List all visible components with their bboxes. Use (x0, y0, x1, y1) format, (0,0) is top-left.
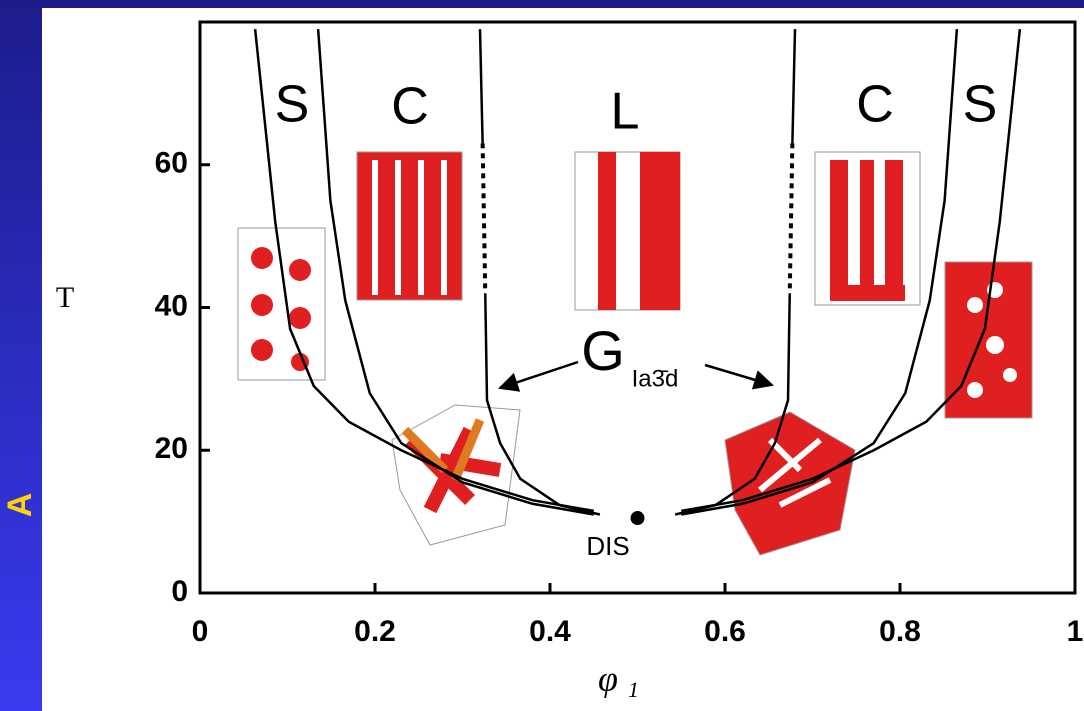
x-axis-label: φ (598, 658, 618, 698)
phase-boundary (484, 293, 601, 516)
side-label: A (1, 493, 39, 518)
x-tick-label: 0.6 (704, 615, 746, 648)
phase-boundary (681, 29, 959, 516)
figure-area (42, 8, 1084, 711)
critical-point (630, 511, 645, 526)
phase-label: DIS (586, 531, 629, 561)
phase-boundary (316, 29, 594, 516)
phase-boundary (787, 143, 795, 294)
arrow (498, 360, 579, 392)
y-tick-label: 60 (155, 147, 188, 180)
inset-lamellae (574, 151, 681, 311)
phase-boundary (791, 29, 797, 144)
phase-label: C (856, 76, 894, 134)
y-tick-label: 0 (171, 575, 188, 608)
phase-label: Ia3̄d (632, 365, 679, 392)
phase-label: L (611, 83, 640, 141)
phase-boundary (253, 29, 594, 513)
phase-boundary (480, 143, 488, 294)
phase-boundary (681, 29, 1022, 513)
x-tick-label: 0.8 (879, 615, 921, 648)
inset-cylinders-left (356, 151, 463, 301)
x-tick-label: 0 (192, 615, 209, 648)
inset-gyroid-right (724, 411, 856, 556)
x-tick-label: 1 (1067, 615, 1084, 648)
x-tick-label: 0.4 (529, 615, 571, 648)
phase-label: C (391, 78, 429, 136)
phase-boundary (674, 293, 791, 516)
inset-cylinders-right (814, 151, 921, 306)
inset-spheres-right (944, 261, 1033, 419)
y-tick-label: 20 (155, 432, 188, 465)
arrow (704, 363, 774, 390)
y-axis-label: T (56, 281, 74, 314)
inset-spheres-left (237, 227, 326, 381)
phase-label: S (963, 76, 998, 134)
phase-label: S (275, 76, 310, 134)
x-tick-label: 0.2 (354, 615, 396, 648)
phase-label: G (581, 319, 625, 382)
y-tick-label: 40 (155, 289, 188, 322)
x-axis-label-sub: 1 (628, 677, 639, 702)
phase-boundary (478, 29, 484, 144)
